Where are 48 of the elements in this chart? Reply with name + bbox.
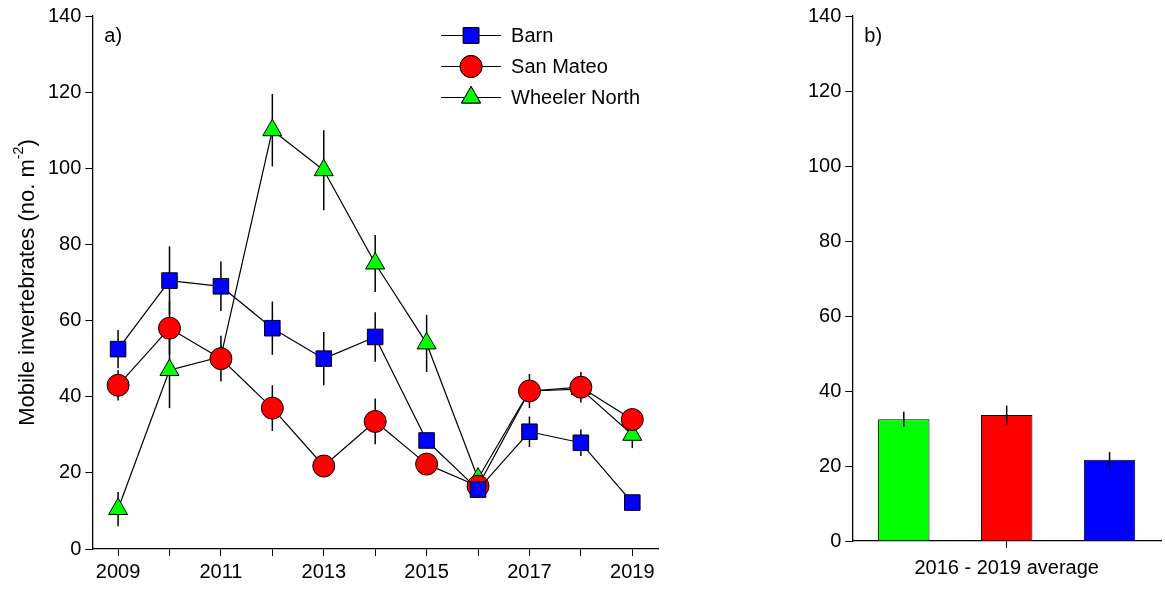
y-tick-label: 100 (807, 153, 842, 176)
y-tick-label: 0 (830, 528, 842, 551)
point (109, 340, 127, 358)
point (158, 316, 181, 340)
point (517, 379, 541, 403)
annotation: b) (864, 23, 883, 46)
legend-label: Barn (511, 24, 554, 47)
y-tick-label: 120 (807, 78, 842, 101)
x-tick-label: 2017 (507, 559, 552, 582)
point (106, 373, 130, 397)
x-tick-label: 2019 (610, 559, 655, 582)
point (209, 347, 233, 371)
legend-label: San Mateo (511, 55, 608, 78)
annotation: a) (104, 23, 123, 46)
point (521, 423, 538, 441)
point (363, 409, 387, 433)
x-tick-label: 2015 (404, 559, 449, 582)
y-tick-label: 80 (819, 228, 842, 251)
legend-label: Wheeler North (511, 86, 640, 109)
point (624, 494, 641, 511)
point (260, 396, 284, 420)
y-tick-label: 80 (59, 231, 82, 254)
y-tick-label: 20 (819, 453, 842, 476)
y-tick-label: 0 (70, 536, 82, 559)
point (312, 454, 336, 478)
y-tick-label: 120 (47, 79, 82, 102)
x-tick-label: 2013 (301, 559, 347, 582)
x-tick-label: 2009 (95, 559, 141, 582)
y-axis-title: Mobile invertebrates (no. m-2) (10, 139, 40, 426)
point (572, 434, 590, 452)
y-tick-label: 40 (59, 384, 82, 407)
y-tick-label: 100 (47, 155, 82, 178)
y-tick-label: 60 (59, 308, 82, 331)
point (161, 272, 178, 289)
y-tick-label: 60 (819, 303, 842, 326)
point (415, 452, 439, 476)
point (264, 319, 281, 337)
x-tick-label: 2011 (199, 559, 243, 582)
x-tick-label: 2016 - 2019 average (914, 555, 1099, 578)
y-tick-label: 140 (47, 3, 82, 26)
point (212, 278, 230, 295)
y-tick-label: 20 (59, 460, 82, 483)
point (418, 432, 435, 449)
point (315, 350, 333, 367)
y-tick-label: 140 (807, 3, 842, 26)
point (366, 328, 384, 346)
y-tick-label: 40 (819, 378, 842, 401)
point (620, 408, 644, 432)
